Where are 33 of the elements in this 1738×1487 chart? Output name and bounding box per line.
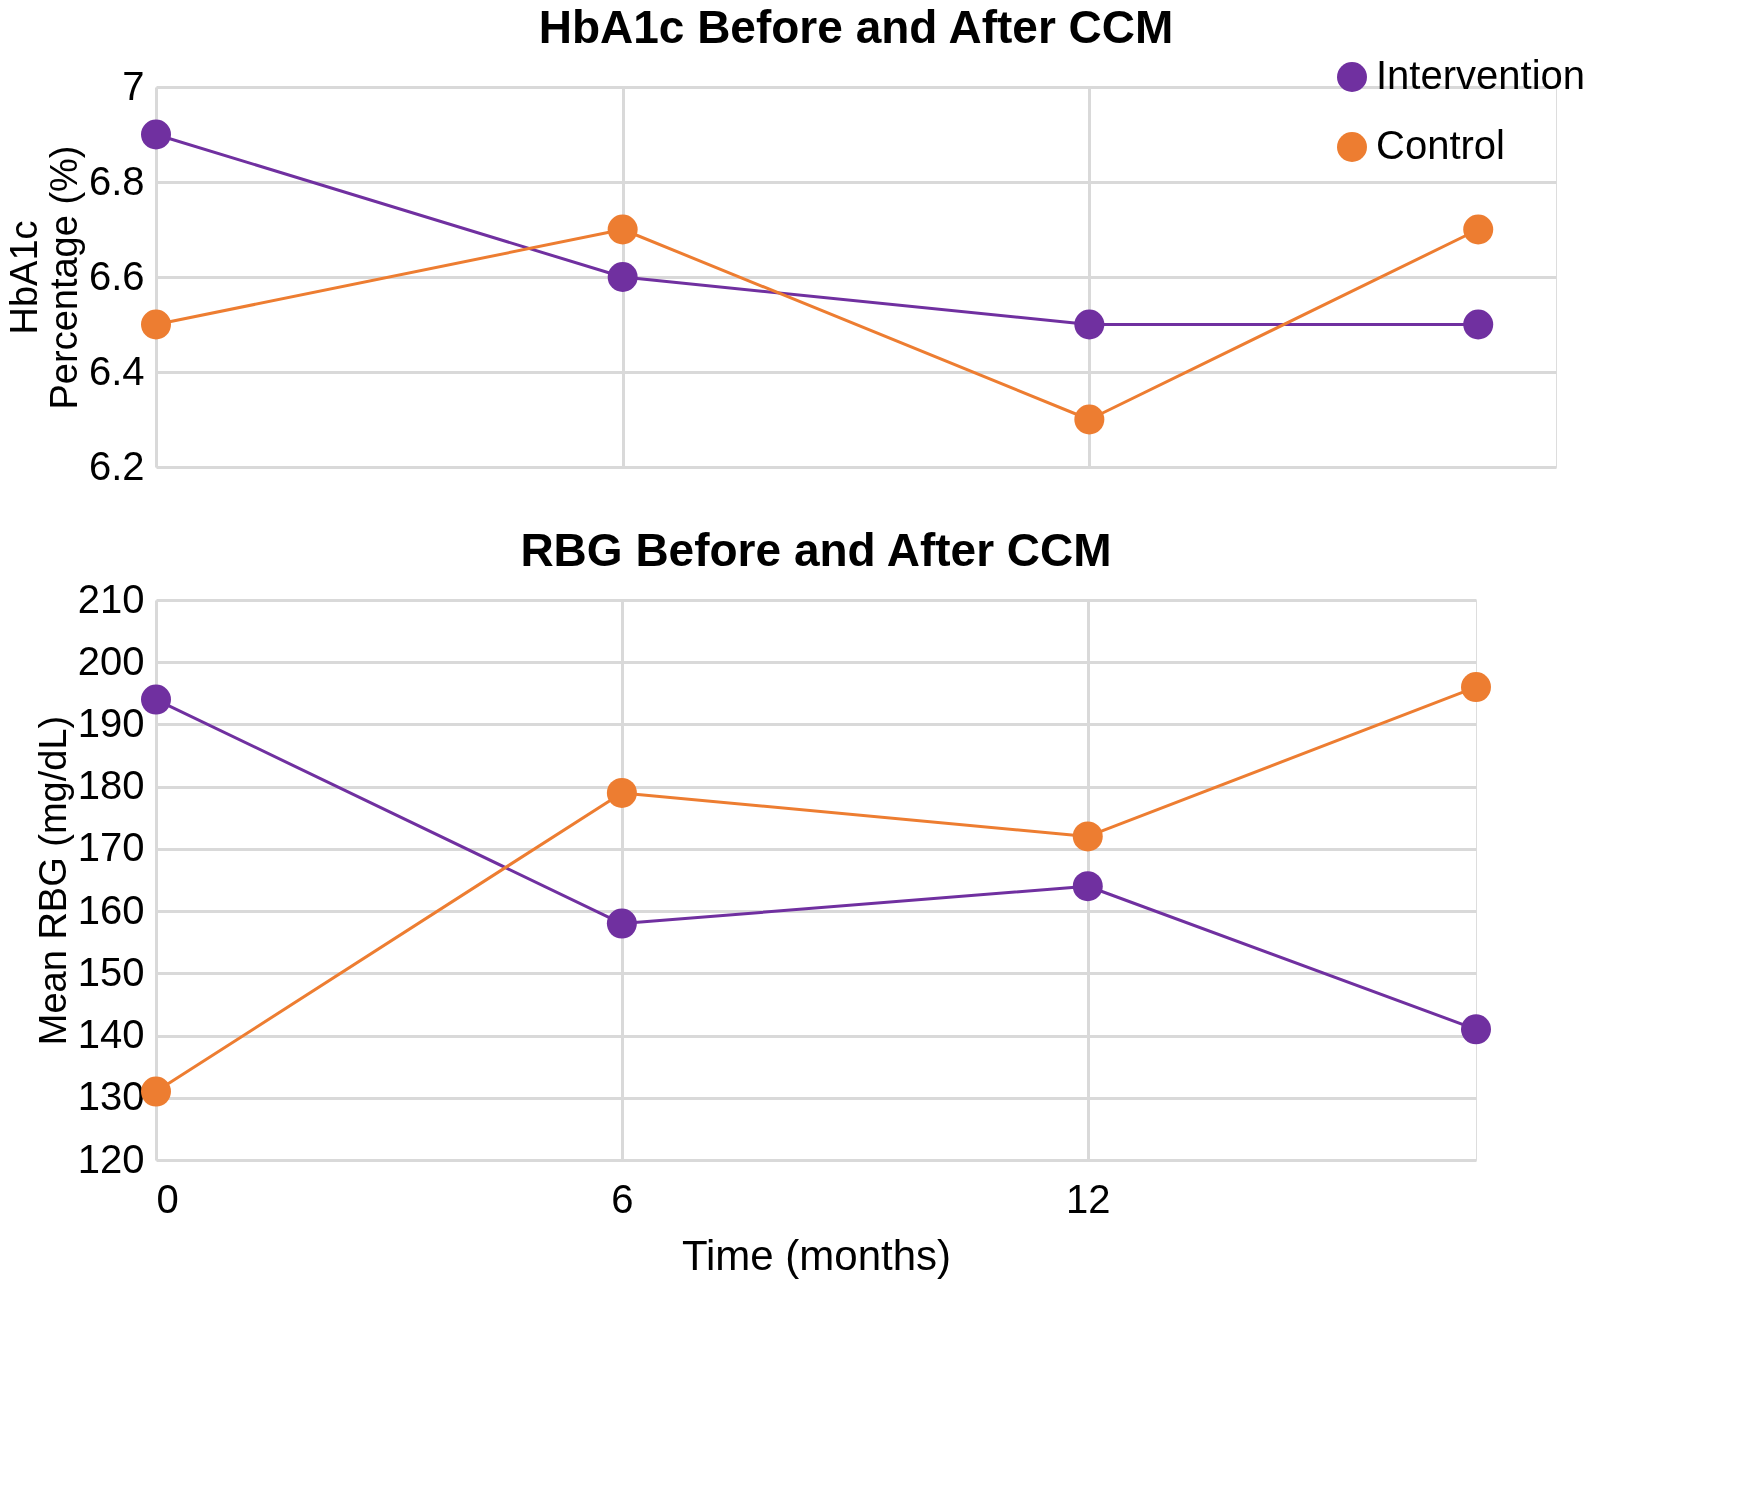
x-axis-title: Time (months) — [681, 1231, 952, 1279]
point — [1074, 404, 1105, 435]
y-tick-label: 180 — [77, 763, 145, 808]
point — [141, 309, 171, 340]
chart-title: HbA1c Before and After CCM — [538, 1, 1174, 53]
y-tick-label: 6.2 — [88, 443, 145, 488]
y-tick-label: 120 — [77, 1136, 145, 1181]
chart-title: RBG Before and After CCM — [520, 524, 1112, 576]
point — [607, 262, 638, 292]
point — [1463, 214, 1494, 245]
y-tick-label: 6.8 — [88, 158, 145, 203]
legend-label: Intervention — [1376, 53, 1586, 97]
legend-label: Control — [1376, 123, 1505, 167]
y-tick-label: 160 — [77, 887, 145, 932]
y-axis-title: HbA1c Percentage (%) — [2, 145, 85, 410]
y-tick-label: 6.4 — [88, 348, 145, 393]
x-tick-label: 6 — [611, 1176, 634, 1221]
x-tick-label: 12 — [1066, 1176, 1111, 1221]
y-tick-label: 170 — [77, 825, 145, 870]
x-tick-label: 0 — [156, 1176, 179, 1221]
point — [1463, 309, 1494, 340]
y-tick-label: 210 — [77, 576, 145, 621]
y-tick-label: 140 — [77, 1012, 145, 1057]
point — [141, 119, 171, 150]
y-tick-label: 200 — [77, 638, 145, 683]
y-tick-label: 6.6 — [88, 253, 145, 298]
y-axis-title: Mean RBG (mg/dL) — [31, 715, 74, 1046]
y-tick-label: 7 — [122, 63, 145, 108]
y-tick-label: 190 — [77, 700, 145, 745]
point — [607, 214, 638, 245]
y-tick-label: 130 — [77, 1074, 145, 1119]
y-tick-label: 150 — [77, 949, 145, 994]
point — [1074, 309, 1105, 340]
